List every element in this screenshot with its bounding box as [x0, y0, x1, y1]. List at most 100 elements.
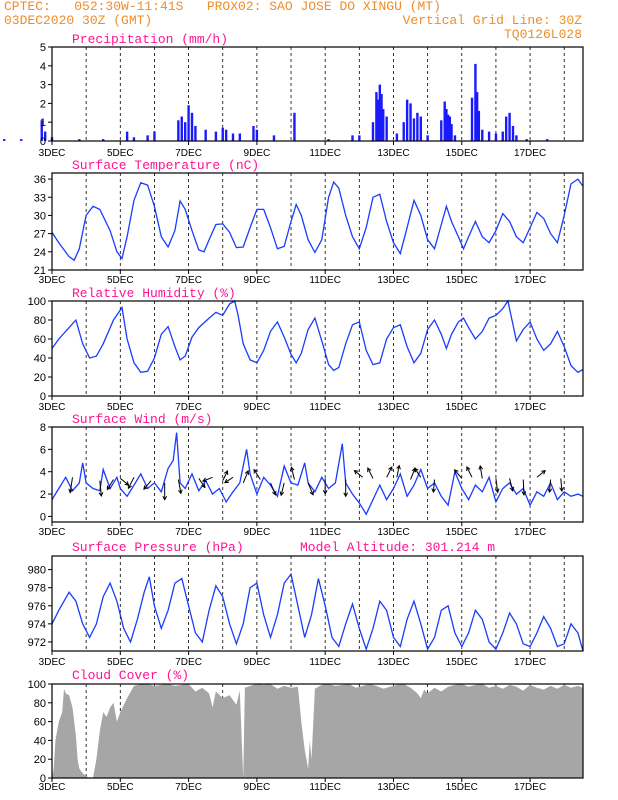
series-line — [51, 572, 584, 652]
y-tick-label: 6 — [40, 444, 46, 456]
y-tick-label: 5 — [40, 42, 46, 54]
x-tick-label: 11DEC — [309, 402, 341, 413]
y-tick-label: 2 — [40, 98, 46, 110]
wind-arrow-head — [143, 485, 148, 491]
wind-arrow — [128, 477, 135, 489]
wind-arrow — [177, 479, 182, 494]
precip-bar — [504, 116, 508, 141]
y-tick-label: 978 — [28, 583, 46, 595]
precip-bar — [20, 139, 23, 141]
precip-bar — [508, 112, 511, 141]
wind-arrow — [290, 467, 295, 480]
panel-title: Surface Pressure (hPa) — [72, 540, 244, 555]
series-line — [51, 299, 584, 374]
wind-arrow — [536, 470, 546, 478]
wind-arrow-head — [224, 478, 229, 484]
x-tick-label: 17DEC — [514, 148, 546, 159]
panel-6: 0 20 40 60 80 100 3DEC 5DEC 7DEC 9DEC 11DEC 13DEC 15… — [28, 668, 584, 793]
y-tick-label: 24 — [34, 247, 46, 259]
wind-arrow-head — [201, 477, 207, 483]
x-tick-label: 17DEC — [514, 402, 546, 413]
y-tick-label: 100 — [28, 679, 46, 691]
y-tick-label: 40 — [34, 735, 46, 747]
wind-arrow — [386, 466, 393, 478]
wind-arrow — [119, 478, 129, 486]
x-tick-label: 5DEC — [107, 782, 134, 793]
y-tick-label: 21 — [34, 265, 46, 277]
y-tick-label: 972 — [28, 637, 46, 649]
precip-bar — [204, 129, 207, 141]
x-tick-label: 3DEC — [39, 782, 66, 793]
y-tick-label: 0 — [40, 136, 46, 148]
x-tick-label: 5DEC — [107, 148, 134, 159]
precip-bar — [416, 112, 419, 141]
x-tick-label: 13DEC — [377, 657, 409, 668]
wind-arrow — [224, 476, 234, 484]
y-tick-label: 30 — [34, 210, 46, 222]
precip-bar — [190, 112, 194, 141]
wind-arrow — [253, 469, 261, 480]
y-tick-label: 1 — [40, 117, 46, 129]
y-tick-label: 20 — [34, 372, 46, 384]
x-tick-label: 17DEC — [514, 275, 546, 286]
y-tick-label: 8 — [40, 422, 46, 434]
y-tick-label: 0 — [40, 391, 46, 403]
x-tick-label: 11DEC — [309, 148, 341, 159]
y-tick-label: 0 — [40, 511, 46, 523]
precip-bar — [153, 131, 156, 141]
x-tick-label: 5DEC — [107, 527, 134, 538]
cloud-cover-area — [52, 684, 583, 778]
y-tick-label: 80 — [34, 315, 46, 327]
wind-arrow — [270, 482, 276, 496]
wind-arrow — [242, 470, 249, 484]
precip-bar — [214, 131, 218, 141]
x-tick-label: 9DEC — [244, 402, 271, 413]
x-tick-label: 3DEC — [39, 657, 66, 668]
header-line-3-right: TQ0126L028 — [503, 27, 582, 42]
x-tick-label: 15DEC — [446, 402, 478, 413]
panel-frame — [51, 300, 584, 397]
wind-arrow-head — [453, 469, 459, 474]
y-tick-label: 20 — [34, 754, 46, 766]
y-tick-label: 980 — [28, 565, 46, 577]
y-tick-label: 33 — [34, 192, 46, 204]
wind-arrow-head — [322, 490, 328, 495]
wind-arrow-head — [541, 469, 547, 475]
precip-bar — [409, 103, 412, 141]
wind-arrow — [410, 468, 416, 480]
y-tick-label: 100 — [28, 296, 46, 308]
precip-bar — [102, 139, 105, 141]
series-line — [51, 432, 584, 516]
precip-bar — [419, 116, 422, 141]
y-tick-label: 2 — [40, 489, 46, 501]
precip-bar — [231, 133, 235, 141]
precip-bar — [474, 63, 477, 141]
y-tick-label: 60 — [34, 717, 46, 729]
precip-bar — [525, 139, 528, 141]
wind-arrow — [509, 478, 514, 491]
x-tick-label: 7DEC — [175, 402, 202, 413]
x-tick-label: 3DEC — [39, 527, 66, 538]
panel-3: 0 20 40 60 80 100 3DEC 5DEC 7DEC 9DEC 11DEC 13DEC 15… — [28, 286, 584, 413]
x-tick-label: 11DEC — [309, 527, 341, 538]
x-tick-label: 17DEC — [514, 527, 546, 538]
wind-arrow-head — [367, 467, 372, 473]
precip-bar — [426, 135, 429, 141]
x-tick-label: 3DEC — [39, 275, 66, 286]
wind-arrow-head — [309, 490, 314, 496]
y-tick-label: 27 — [34, 229, 46, 241]
wind-arrow — [367, 467, 374, 479]
wind-arrow — [307, 482, 314, 496]
y-tick-label: 3 — [40, 80, 46, 92]
precip-bar — [272, 135, 276, 141]
precip-bar — [545, 139, 549, 141]
precip-bar — [395, 133, 399, 141]
precip-bar — [2, 139, 6, 141]
wind-arrow-head — [279, 491, 285, 497]
precip-bar — [371, 122, 375, 141]
x-tick-label: 7DEC — [175, 275, 202, 286]
wind-arrow — [354, 470, 364, 478]
precip-bar — [443, 101, 446, 141]
wind-arrow-head — [396, 464, 401, 470]
x-tick-label: 3DEC — [39, 402, 66, 413]
